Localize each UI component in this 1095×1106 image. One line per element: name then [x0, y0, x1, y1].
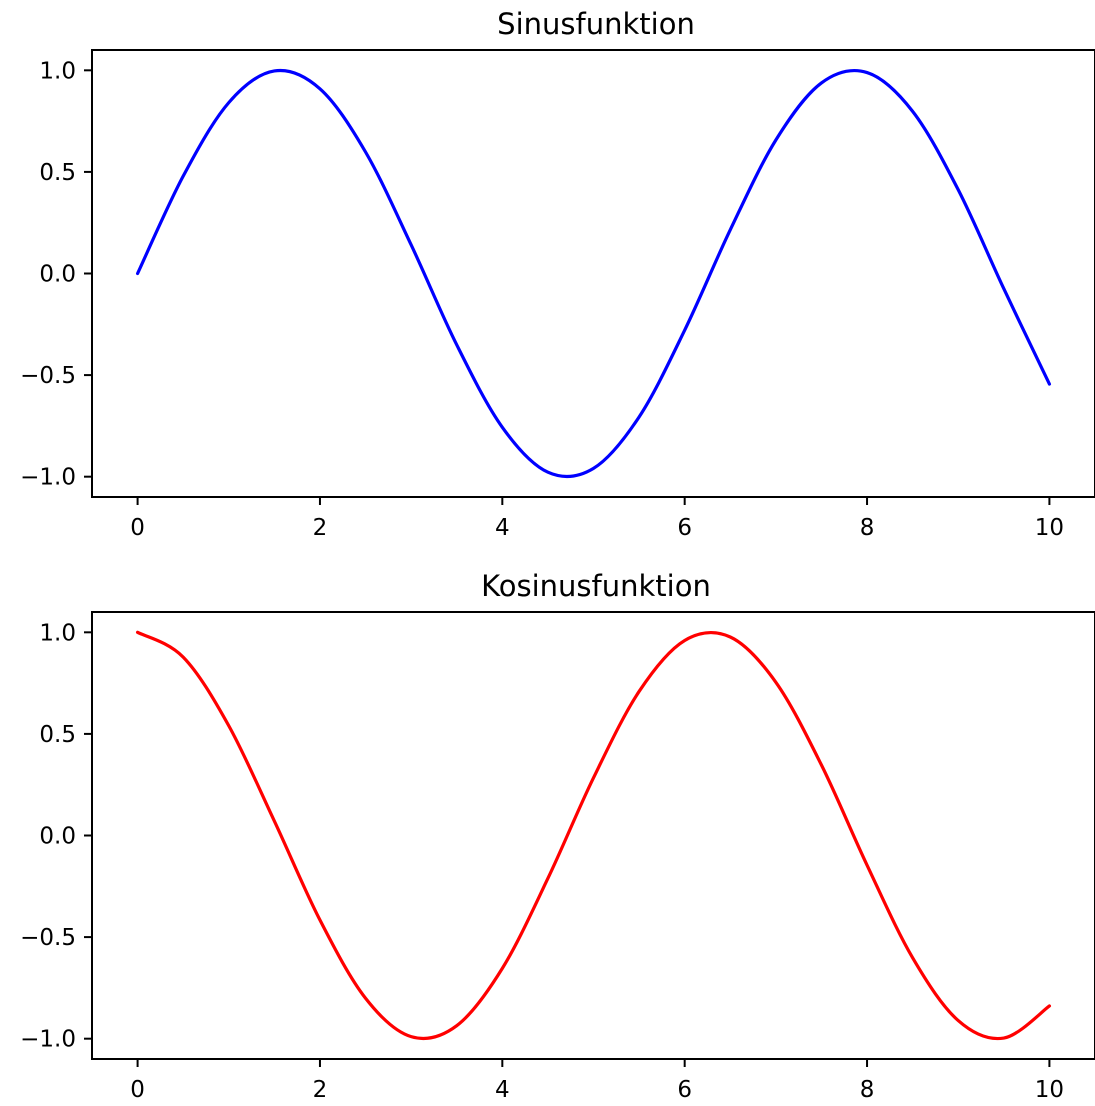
cosine-series-line: [135, 630, 1052, 1041]
sine-xtick-label: 8: [860, 515, 875, 541]
sine-series: [135, 68, 1052, 479]
sine-series-line: [135, 68, 1052, 479]
cosine-ytick-label: 0.0: [39, 824, 76, 850]
cosine-xtick-label: 6: [677, 1077, 692, 1103]
sine-subplot: Sinusfunktion 0 2 4 6 8 10 1.0 0.5 0.0 −0.5 −1.0: [20, 7, 1095, 541]
sine-ytick-label: 0.0: [39, 262, 76, 288]
cosine-series: [135, 630, 1052, 1041]
sine-chart-title: Sinusfunktion: [497, 7, 695, 41]
cosine-xtick-label: 0: [130, 1077, 145, 1103]
sine-ytick-label: 1.0: [39, 58, 76, 84]
sine-ticks: 0 2 4 6 8 10 1.0 0.5 0.0 −0.5 −1.0: [20, 58, 1064, 541]
sine-ytick-label: −0.5: [20, 363, 76, 389]
cosine-ticks: 0 2 4 6 8 10 1.0 0.5 0.0 −0.5 −1.0: [20, 620, 1064, 1103]
cosine-ytick-label: −1.0: [20, 1027, 76, 1053]
sine-ytick-label: −1.0: [20, 465, 76, 491]
cosine-ytick-label: 1.0: [39, 620, 76, 646]
cosine-ytick-label: −0.5: [20, 925, 76, 951]
sine-xtick-label: 4: [495, 515, 510, 541]
sine-xtick-label: 2: [313, 515, 328, 541]
sine-xtick-label: 0: [130, 515, 145, 541]
sine-axes-frame: [91, 49, 1095, 498]
cosine-axes-frame: [91, 611, 1095, 1060]
cosine-subplot: Kosinusfunktion 0 2 4 6 8 10 1.0 0.5 0.0 −0.5 −1.0: [20, 569, 1095, 1103]
sine-xtick-label: 10: [1035, 515, 1064, 541]
cosine-chart-title: Kosinusfunktion: [481, 569, 711, 603]
cosine-xtick-label: 2: [313, 1077, 328, 1103]
cosine-xtick-label: 4: [495, 1077, 510, 1103]
cosine-ytick-label: 0.5: [39, 722, 76, 748]
cosine-xtick-label: 8: [860, 1077, 875, 1103]
sine-ytick-label: 0.5: [39, 160, 76, 186]
cosine-xtick-label: 10: [1035, 1077, 1064, 1103]
sine-xtick-label: 6: [677, 515, 692, 541]
